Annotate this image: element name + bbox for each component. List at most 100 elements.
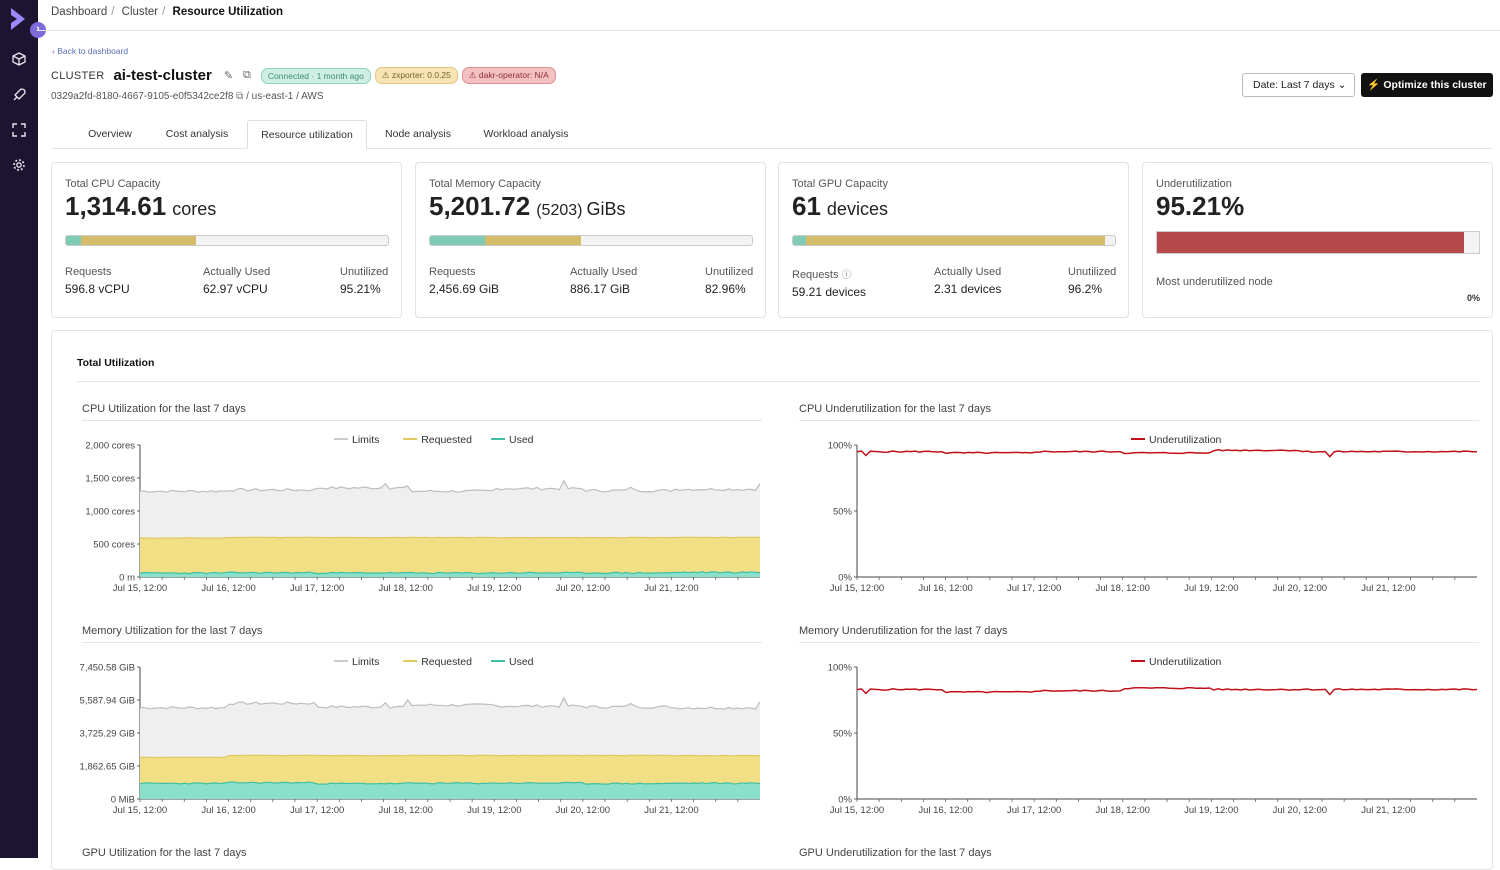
memory-utilization-title: Memory Utilization for the last 7 days	[82, 625, 263, 637]
sidebar: ›	[0, 0, 46, 858]
bar-requests-segment	[66, 236, 82, 245]
cluster-id: 0329a2fd-8180-4667-9105-e0f5342ce2f8	[51, 91, 234, 102]
requested-line	[139, 754, 760, 759]
chevron-left-icon: ‹	[52, 46, 58, 56]
stat-requests: Requests 596.8 vCPU	[65, 266, 130, 296]
card-title: Total Memory Capacity	[429, 178, 541, 190]
tab-node-analysis[interactable]: Node analysis	[385, 128, 451, 140]
bar-used-segment	[81, 236, 197, 245]
y-tick-label: 0 m	[119, 573, 135, 584]
memory-underutilization-title: Memory Underutilization for the last 7 d…	[799, 625, 1008, 637]
title-divider	[82, 420, 762, 421]
x-tick-label: Jul 18, 12:00	[379, 583, 433, 594]
title-divider	[799, 420, 1479, 421]
gpu-utilization-title: GPU Utilization for the last 7 days	[82, 847, 247, 859]
x-tick-label: Jul 21, 12:00	[644, 583, 698, 594]
tab-bar: Overview Cost analysis Resource utilizat…	[51, 120, 1493, 149]
x-tick-label: Jul 21, 12:00	[1361, 583, 1415, 594]
copy-icon[interactable]: ⧉	[243, 69, 251, 81]
requested-area	[140, 537, 760, 577]
breadcrumb-cluster[interactable]: Cluster	[121, 6, 159, 18]
cpu-utilization-chart: Limits Requested Used 2,000 cores 1,500 core…	[85, 434, 761, 594]
memory-utilization-chart: Limits Requested Used 7,450.58 GiB 5,587.94 …	[80, 656, 761, 816]
warning-icon: ⚠	[381, 70, 392, 80]
tab-total-utilization[interactable]: Total Utilization	[77, 357, 155, 382]
x-tick-label: Jul 20, 12:00	[556, 805, 610, 816]
legend-label: Underutilization	[1149, 656, 1222, 668]
x-tick-label: Jul 15, 12:00	[113, 805, 167, 816]
copy-id-icon[interactable]: ⧉	[236, 91, 247, 102]
y-tick-label: 100%	[828, 441, 853, 452]
app-logo-icon[interactable]	[9, 8, 27, 30]
underutilization-line	[856, 448, 1478, 458]
y-tick-label: 7,450.58 GiB	[80, 663, 135, 674]
most-underutilized-label: Most underutilized node	[1156, 276, 1273, 288]
y-tick-label: 2,000 cores	[85, 441, 135, 452]
legend-label: Limits	[352, 656, 379, 668]
header-divider	[38, 30, 1500, 31]
legend-label: Limits	[352, 434, 379, 446]
x-tick-label: Jul 15, 12:00	[830, 805, 884, 816]
stat-used: Actually Used 886.17 GiB	[570, 266, 638, 296]
bar-requests-segment	[430, 236, 485, 245]
x-tick-label: Jul 20, 12:00	[556, 583, 610, 594]
cluster-location: / us-east-1 / AWS	[246, 91, 324, 102]
card-value: 1,314.61 cores	[65, 191, 217, 221]
limits-line	[139, 696, 761, 710]
cluster-keyword: CLUSTER	[51, 69, 105, 82]
warning-icon: ⚠	[468, 70, 479, 80]
memory-capacity-card: Total Memory Capacity 5,201.72 (5203) GiBs…	[415, 162, 766, 318]
edit-icon[interactable]: ✎	[223, 70, 234, 82]
cpu-capacity-card: Total CPU Capacity 1,314.61 cores Request…	[51, 162, 402, 318]
rocket-icon[interactable]	[9, 85, 29, 105]
date-range-select[interactable]: Date: Last 7 days ⌄	[1242, 73, 1355, 97]
legend-label: Underutilization	[1149, 434, 1222, 446]
stat-requests: Requests ⓘ 59.21 devices	[792, 269, 867, 299]
y-tick-label: 500 cores	[93, 540, 135, 551]
x-tick-label: Jul 15, 12:00	[113, 583, 167, 594]
x-tick-label: Jul 20, 12:00	[1273, 583, 1327, 594]
gear-icon[interactable]	[9, 155, 29, 175]
used-line	[139, 571, 761, 575]
stat-unutilized: Unutilized 82.96%	[705, 266, 754, 296]
breadcrumb-dashboard[interactable]: Dashboard	[51, 6, 108, 18]
fullscreen-icon[interactable]	[9, 120, 29, 140]
title-divider	[799, 642, 1479, 643]
x-tick-label: Jul 21, 12:00	[1361, 805, 1415, 816]
x-tick-label: Jul 15, 12:00	[830, 583, 884, 594]
tab-cost-analysis[interactable]: Cost analysis	[165, 128, 229, 140]
info-icon[interactable]: ⓘ	[841, 270, 852, 281]
x-tick-label: Jul 17, 12:00	[290, 805, 344, 816]
x-tick-label: Jul 19, 12:00	[467, 583, 521, 594]
tab-resource-utilization[interactable]: Resource utilization	[247, 120, 367, 149]
underutilization-card: Underutilization 95.21% Most underutiliz…	[1142, 162, 1493, 318]
x-tick-label: Jul 17, 12:00	[1007, 583, 1061, 594]
stat-requests: Requests 2,456.69 GiB	[429, 266, 500, 296]
chart-legend: Limits Requested Used	[334, 434, 534, 446]
card-title: Total CPU Capacity	[65, 178, 161, 190]
tab-overview[interactable]: Overview	[88, 128, 132, 140]
cube-icon[interactable]	[9, 49, 29, 69]
y-tick-label: 0 MiB	[111, 795, 135, 806]
gpu-underutilization-title: GPU Underutilization for the last 7 days	[799, 847, 992, 859]
x-tick-label: Jul 18, 12:00	[379, 805, 433, 816]
limits-line	[139, 479, 761, 493]
main-content: Dashboard / Cluster / Resource Utilization…	[38, 0, 1500, 870]
optimize-cluster-button[interactable]: ⚡ Optimize this cluster	[1361, 73, 1493, 97]
underutilization-bar	[1156, 231, 1480, 254]
cluster-meta: 0329a2fd-8180-4667-9105-e0f5342ce2f8 ⧉ /…	[51, 91, 324, 102]
card-value: 61 devices	[792, 191, 888, 221]
status-badge-operator: ⚠ dakr-operator: N/A	[461, 67, 556, 84]
back-link[interactable]: ‹ Back to dashboard	[52, 46, 129, 56]
memory-underutilization-chart: Underutilization 100% 50% 0%Jul 15, 12:00 Ju…	[828, 656, 1478, 816]
used-line	[139, 781, 761, 785]
tab-workload-analysis[interactable]: Workload analysis	[483, 128, 569, 140]
x-tick-label: Jul 16, 12:00	[201, 805, 255, 816]
y-tick-label: 0%	[838, 795, 852, 806]
cluster-header: CLUSTER ai-test-cluster ✎ ⧉ Connected · …	[51, 67, 560, 84]
underutilization-line	[856, 686, 1478, 696]
cpu-underutilization-chart: Underutilization 100% 50% 0%Jul 15, 12:00 Ju…	[828, 434, 1478, 594]
underutilization-fill	[1157, 232, 1464, 253]
stat-unutilized: Unutilized 95.21%	[340, 266, 389, 296]
card-title: Total GPU Capacity	[792, 178, 888, 190]
